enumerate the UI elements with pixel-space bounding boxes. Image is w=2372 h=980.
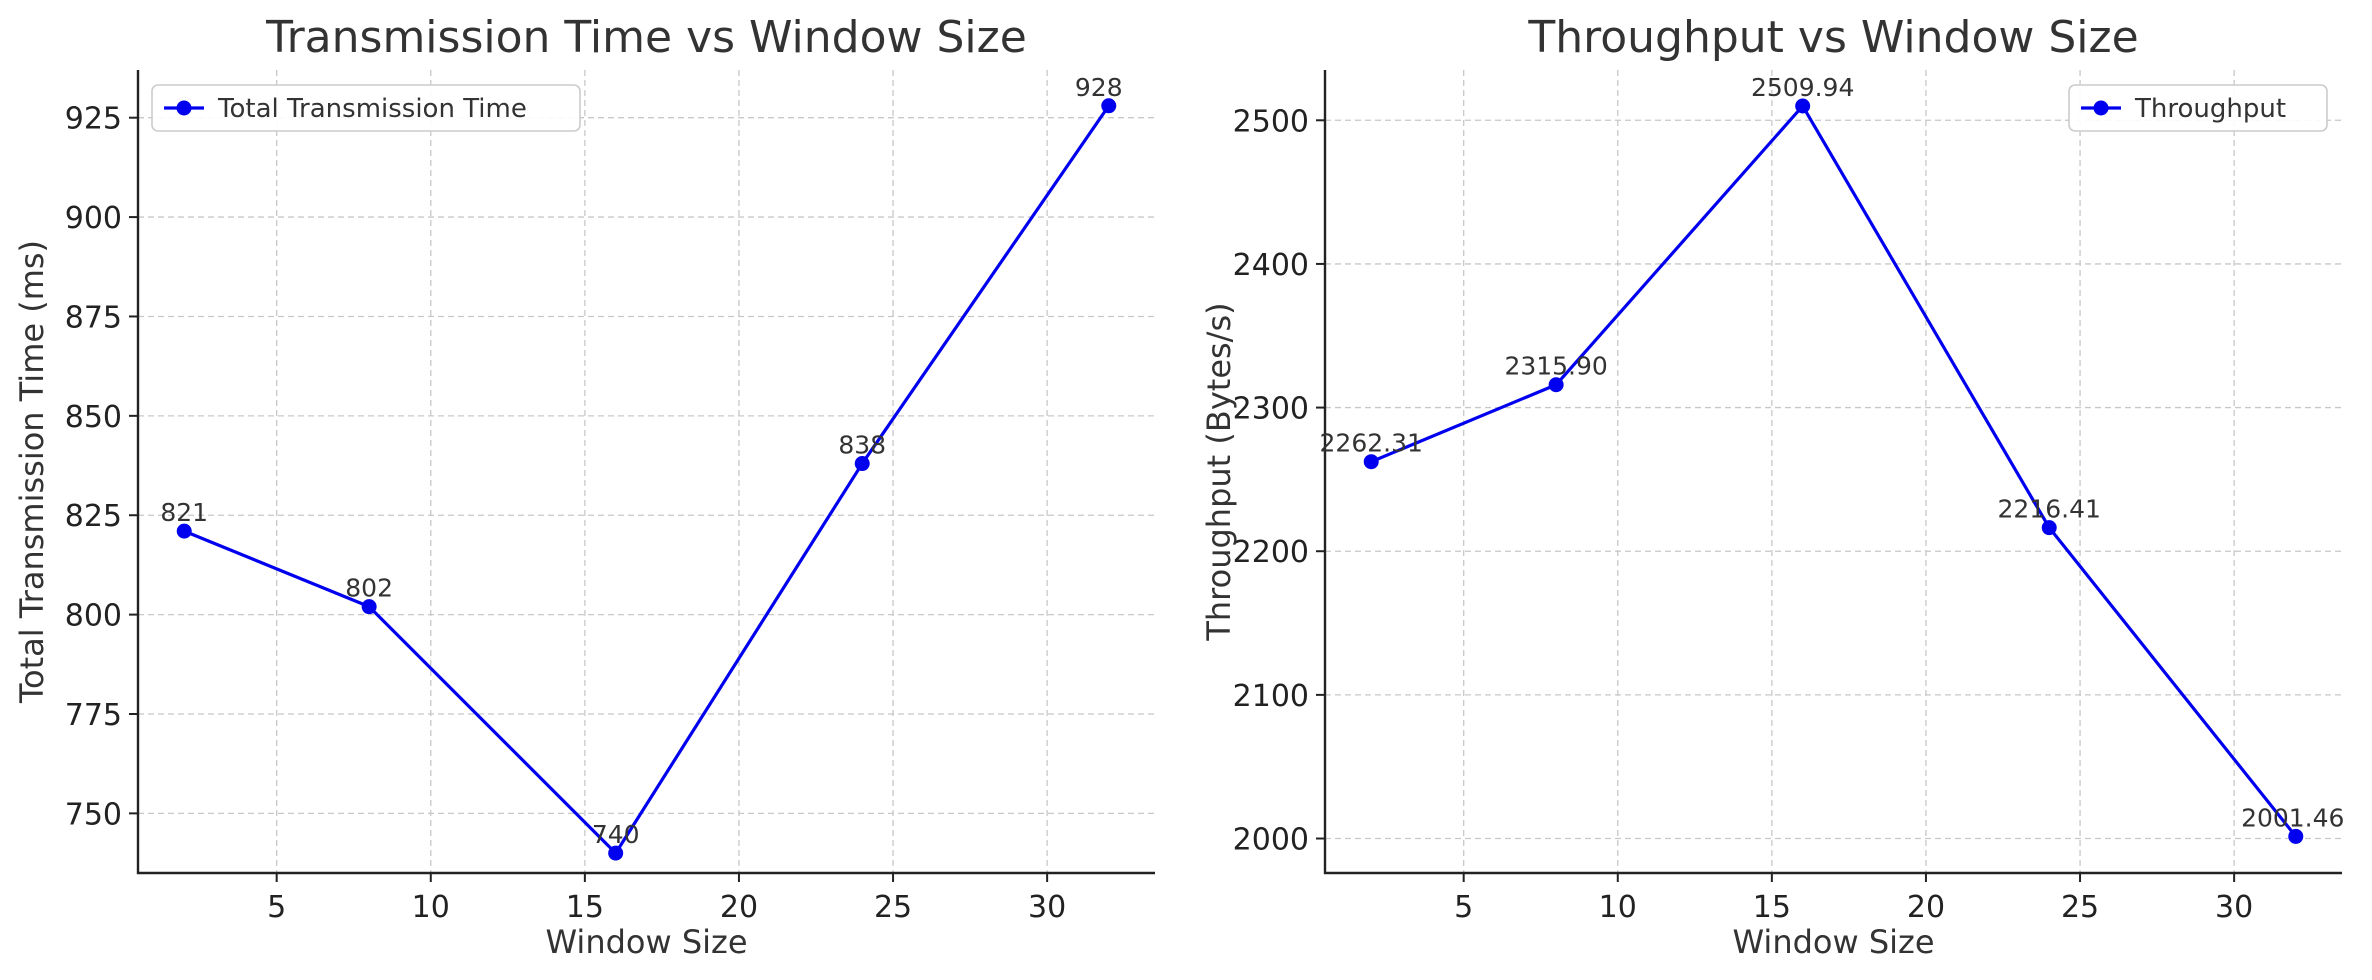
legend-marker — [176, 100, 192, 116]
data-label: 2216.41 — [1998, 495, 2101, 524]
data-label: 2001.46 — [2241, 803, 2344, 832]
y-tick-label: 750 — [65, 797, 122, 832]
data-label: 821 — [160, 498, 208, 527]
y-axis-label: Throughput (Bytes/s) — [1200, 302, 1238, 641]
x-tick-label: 10 — [1599, 890, 1637, 925]
y-tick-label: 2000 — [1233, 823, 1309, 858]
y-tick-label: 900 — [65, 201, 122, 236]
x-tick-label: 25 — [874, 890, 912, 925]
x-tick-label: 20 — [720, 890, 758, 925]
y-tick-label: 2200 — [1233, 535, 1309, 570]
y-tick-label: 2500 — [1233, 104, 1309, 139]
data-point — [608, 845, 624, 861]
data-point — [1795, 98, 1811, 114]
legend-marker — [2093, 100, 2109, 116]
x-tick-label: 15 — [1753, 890, 1791, 925]
y-tick-label: 2400 — [1233, 248, 1309, 283]
y-tick-label: 825 — [65, 499, 122, 534]
y-tick-label: 2100 — [1233, 679, 1309, 714]
x-axis-label: Window Size — [1732, 923, 1934, 961]
data-point — [854, 456, 870, 472]
data-point — [361, 599, 377, 615]
chart-title: Transmission Time vs Window Size — [265, 12, 1027, 63]
x-tick-label: 20 — [1907, 890, 1945, 925]
data-label: 2262.31 — [1320, 429, 1423, 458]
y-tick-label: 850 — [65, 400, 122, 435]
chart-throughput: 5 10 15 20 25 30 2000 2100 2200 2300 2400 2500 Throu… — [1200, 12, 2344, 961]
data-point — [176, 523, 192, 539]
data-label: 838 — [838, 431, 886, 460]
y-tick-label: 925 — [65, 102, 122, 137]
axis-spine — [136, 70, 1155, 875]
y-tick-label: 875 — [65, 300, 122, 335]
legend-entry: Throughput — [2134, 94, 2286, 124]
x-axis-label: Window Size — [545, 923, 747, 961]
axis-spine — [1323, 70, 2342, 875]
y-tick-label: 775 — [65, 698, 122, 733]
y-tick-label: 800 — [65, 599, 122, 634]
x-tick-label: 10 — [412, 890, 450, 925]
data-label: 802 — [345, 574, 393, 603]
data-point — [1548, 377, 1564, 393]
x-tick-label: 5 — [1454, 890, 1473, 925]
data-label: 2509.94 — [1751, 73, 1854, 102]
data-point — [2041, 520, 2057, 536]
data-label: 2315.90 — [1504, 352, 1607, 381]
x-tick-label: 15 — [566, 890, 604, 925]
data-point — [2288, 828, 2304, 844]
chart-transmission-time: 5 10 15 20 25 30 750 775 800 825 850 875 900 925 Trans… — [13, 12, 1155, 961]
x-tick-label: 30 — [1028, 890, 1066, 925]
data-point — [1363, 454, 1379, 470]
legend-box — [2068, 84, 2328, 132]
data-label: 928 — [1075, 73, 1123, 102]
x-tick-label: 5 — [267, 890, 286, 925]
x-tick-label: 25 — [2061, 890, 2099, 925]
x-tick-label: 30 — [2215, 890, 2253, 925]
data-label: 740 — [592, 820, 640, 849]
chart-title: Throughput vs Window Size — [1527, 12, 2138, 63]
legend-box — [151, 84, 581, 132]
data-point — [1101, 98, 1117, 114]
y-tick-label: 2300 — [1233, 392, 1309, 427]
legend-entry: Total Transmission Time — [217, 94, 527, 124]
y-axis-label: Total Transmission Time (ms) — [13, 240, 51, 704]
